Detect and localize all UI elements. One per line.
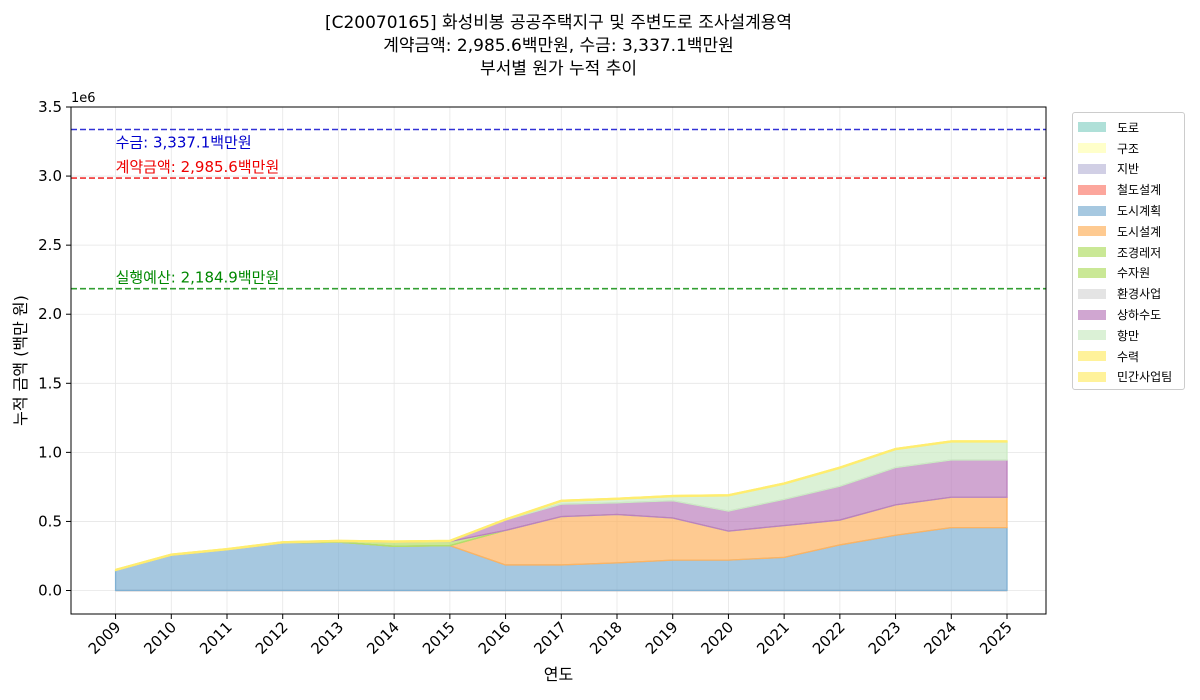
reference-label-2: 실행예산: 2,184.9백만원 — [116, 269, 280, 287]
y-axis-label: 누적 금액 (백만 원) — [11, 295, 30, 426]
legend-label: 수자원 — [1117, 266, 1151, 281]
plot-frame — [70, 106, 1047, 615]
x-tick-label: 2021 — [753, 618, 793, 658]
legend-item: 항만 — [1078, 325, 1184, 346]
legend-item: 철도설계 — [1078, 179, 1184, 200]
legend-item: 조경레저 — [1078, 242, 1184, 263]
legend-swatch — [1078, 143, 1106, 154]
legend-swatch — [1078, 288, 1106, 299]
legend-swatch — [1078, 122, 1106, 133]
legend-swatch — [1078, 330, 1106, 341]
legend-label: 환경사업 — [1117, 287, 1162, 302]
legend-label: 철도설계 — [1117, 183, 1162, 198]
legend-item: 지반 — [1078, 159, 1184, 180]
y-tick-label: 0.0 — [38, 582, 62, 600]
chart-title-line-1: [C20070165] 화성비봉 공공주택지구 및 주변도로 조사설계용역 — [324, 13, 793, 33]
x-tick-label: 2011 — [196, 618, 236, 658]
area-series-12 — [115, 440, 1007, 571]
x-tick-label: 2024 — [920, 618, 960, 658]
y-offset-label: 1e6 — [71, 91, 96, 106]
x-tick-label: 2015 — [419, 618, 459, 658]
legend-swatch — [1078, 351, 1106, 362]
legend-label: 지반 — [1117, 162, 1140, 177]
legend-label: 민간사업팀 — [1117, 370, 1173, 385]
legend-swatch — [1078, 226, 1106, 237]
x-axis-label: 연도 — [544, 665, 573, 684]
legend-item: 상하수도 — [1078, 304, 1184, 325]
legend-item: 수력 — [1078, 346, 1184, 367]
legend-label: 도시계획 — [1117, 204, 1162, 219]
x-tick-label: 2018 — [586, 618, 626, 658]
x-tick-label: 2014 — [363, 618, 403, 658]
reference-label-0: 수금: 3,337.1백만원 — [116, 134, 252, 152]
legend-swatch — [1078, 309, 1106, 320]
x-tick-label: 2013 — [308, 618, 348, 658]
x-tick-label: 2020 — [698, 618, 738, 658]
reference-label-1: 계약금액: 2,985.6백만원 — [116, 158, 280, 176]
x-tick-label: 2019 — [642, 618, 682, 658]
y-tick-label: 3.0 — [38, 167, 62, 185]
x-tick-label: 2017 — [530, 618, 570, 658]
legend-item: 수자원 — [1078, 263, 1184, 284]
y-tick-label: 1.0 — [38, 443, 62, 461]
legend-label: 수력 — [1117, 349, 1140, 364]
legend-swatch — [1078, 163, 1106, 174]
y-tick-label: 2.0 — [38, 305, 62, 323]
legend-label: 도로 — [1117, 120, 1140, 135]
y-tick-label: 1.5 — [38, 374, 62, 392]
x-tick-label: 2012 — [252, 618, 292, 658]
x-tick-label: 2009 — [85, 618, 125, 658]
y-tick-label: 0.5 — [38, 512, 62, 530]
legend-item: 민간사업팀 — [1078, 367, 1184, 388]
legend-item: 환경사업 — [1078, 283, 1184, 304]
legend-label: 조경레저 — [1117, 245, 1162, 260]
x-tick-label: 2010 — [140, 618, 180, 658]
y-tick-label: 3.5 — [38, 98, 62, 116]
legend-swatch — [1078, 247, 1106, 258]
legend-swatch — [1078, 267, 1106, 278]
legend-swatch — [1078, 205, 1106, 216]
legend-item: 도시설계 — [1078, 221, 1184, 242]
legend-label: 도시설계 — [1117, 224, 1162, 239]
chart-title: [C20070165] 화성비봉 공공주택지구 및 주변도로 조사설계용역 계약… — [0, 12, 1117, 81]
legend-item: 도시계획 — [1078, 200, 1184, 221]
x-tick-label: 2016 — [475, 618, 515, 658]
legend-label: 항만 — [1117, 328, 1140, 343]
legend-label: 상하수도 — [1117, 308, 1162, 323]
legend-item: 도로 — [1078, 117, 1184, 138]
legend-item: 구조 — [1078, 138, 1184, 159]
x-tick-label: 2025 — [976, 618, 1016, 658]
legend-swatch — [1078, 371, 1106, 382]
chart-title-line-2: 계약금액: 2,985.6백만원, 수금: 3,337.1백만원 — [383, 36, 734, 56]
y-tick-label: 2.5 — [38, 236, 62, 254]
x-tick-label: 2022 — [809, 618, 849, 658]
chart-title-line-3: 부서별 원가 누적 추이 — [480, 59, 637, 79]
legend-swatch — [1078, 184, 1106, 195]
legend-label: 구조 — [1117, 141, 1140, 156]
x-tick-label: 2023 — [865, 618, 905, 658]
